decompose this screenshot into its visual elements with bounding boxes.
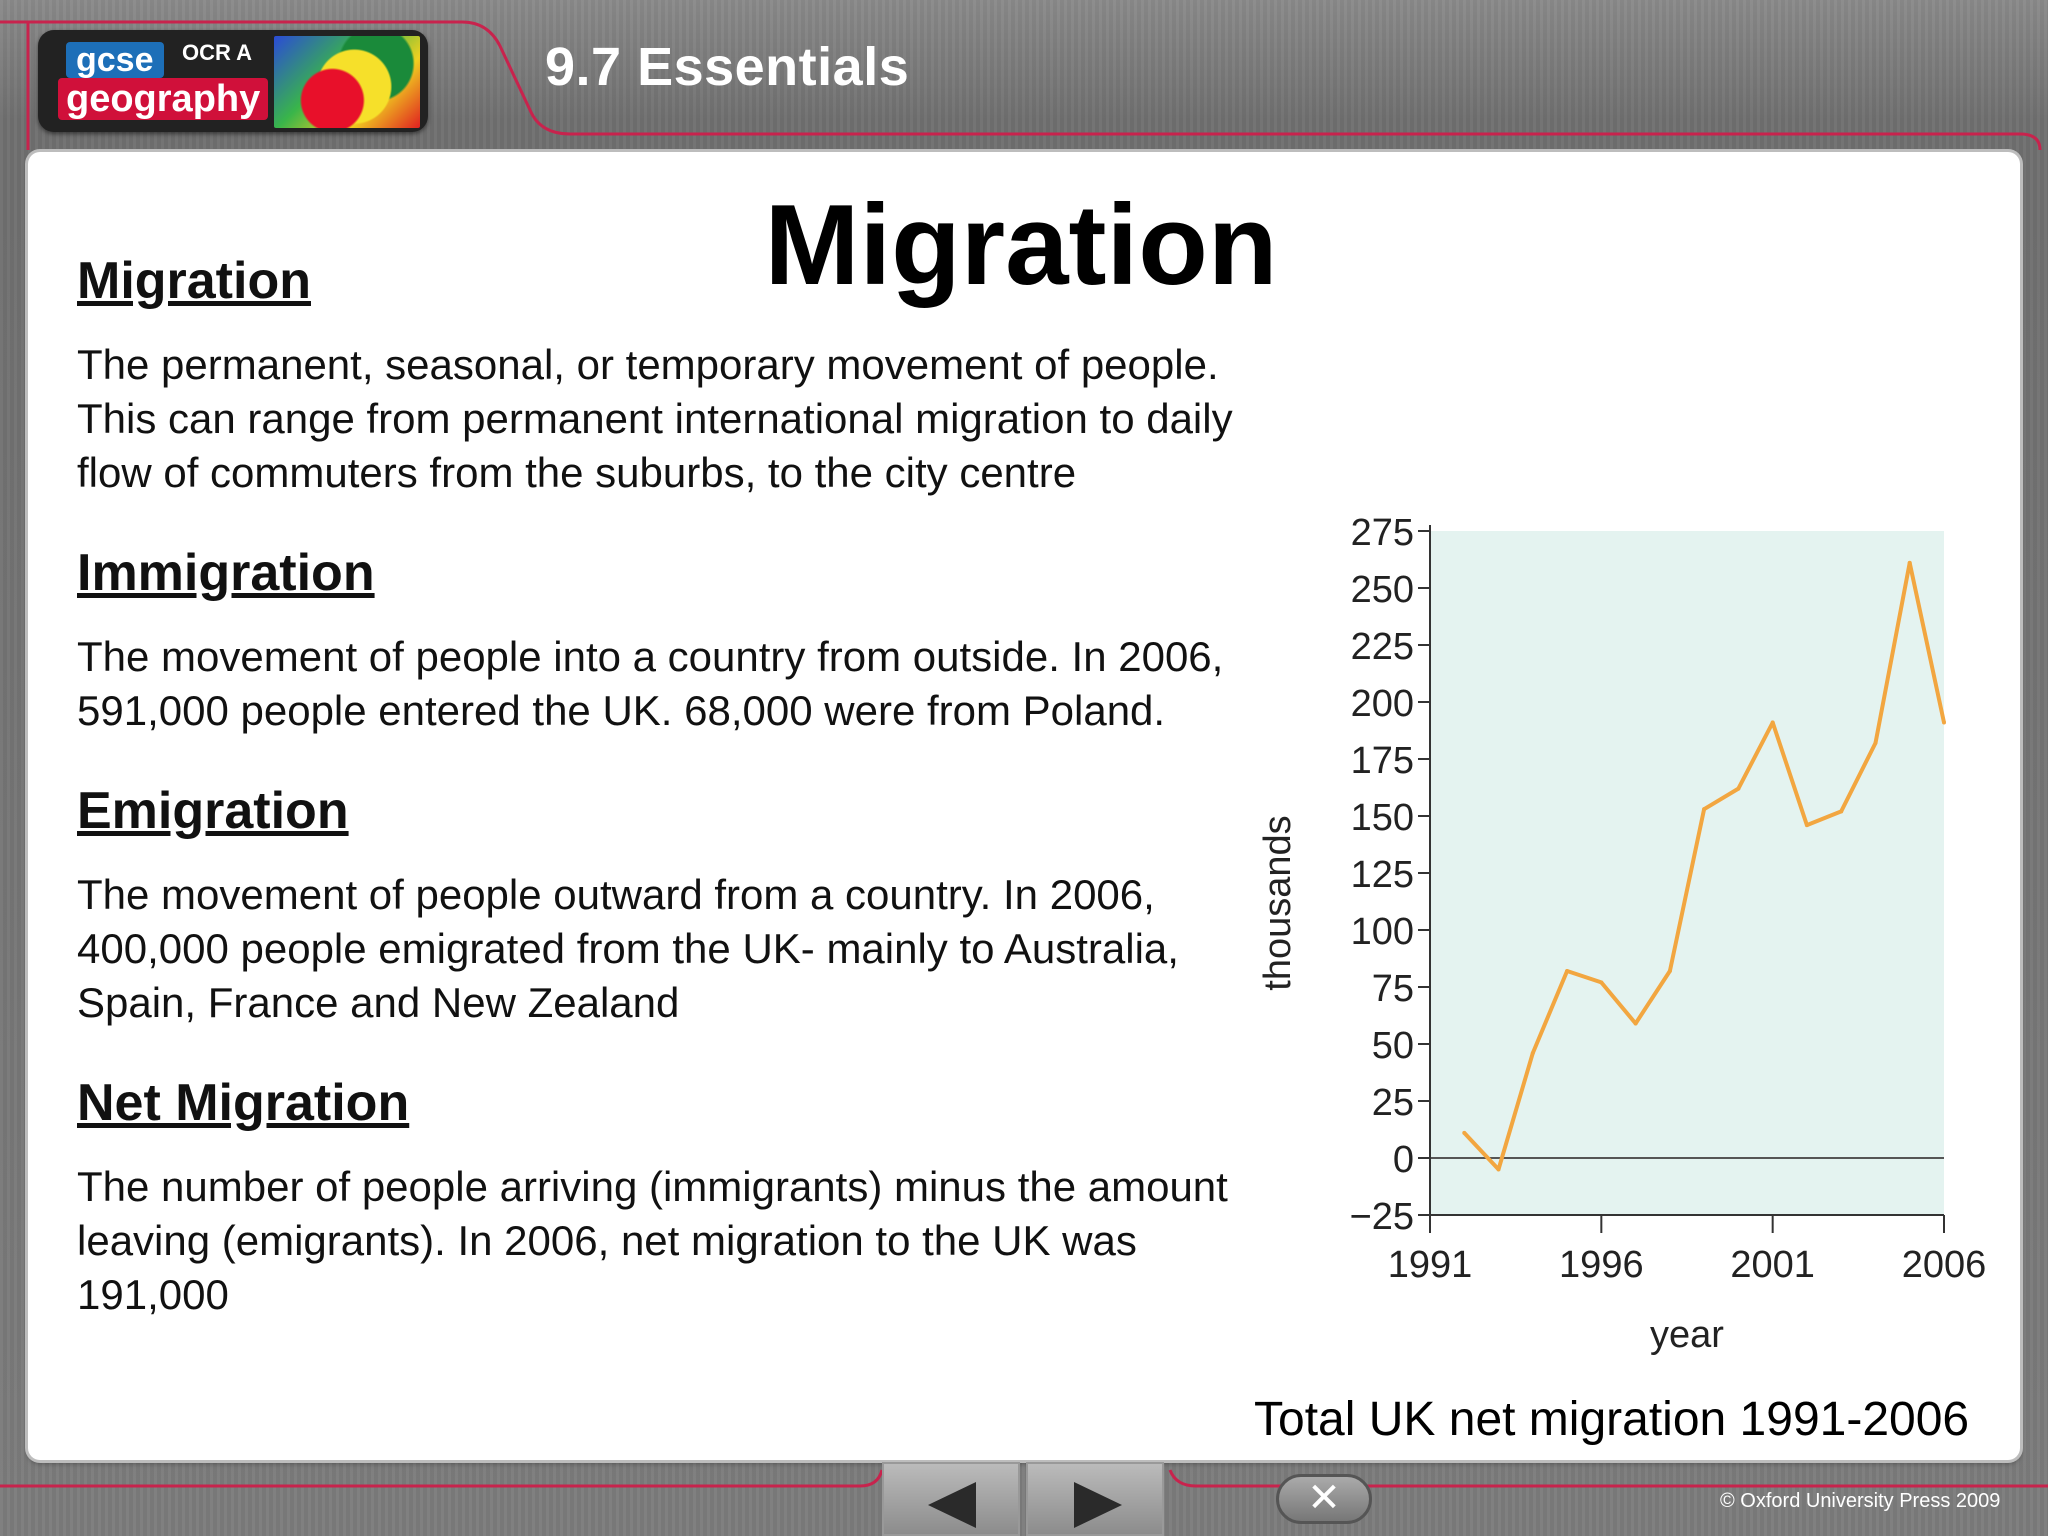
data-point <box>1839 809 1844 814</box>
close-button[interactable]: ✕ <box>1276 1474 1372 1524</box>
prev-slide-button[interactable] <box>882 1462 1020 1536</box>
arrow-left-icon <box>928 1482 976 1528</box>
y-tick-label: 0 <box>1393 1139 1414 1181</box>
data-point <box>1702 807 1707 812</box>
net-migration-chart: −25 0 25 50 75 100 125 150 175 200 225 250 275 1991 19… <box>1257 512 1987 1356</box>
y-tick-label: 200 <box>1351 683 1414 725</box>
x-tick-label: 1991 <box>1388 1244 1473 1286</box>
y-tick-label: 25 <box>1372 1082 1414 1124</box>
text-emigration: The movement of people outward from a co… <box>77 871 1179 1026</box>
x-tick-label: 1996 <box>1559 1244 1644 1286</box>
y-tick-label: 250 <box>1351 569 1414 611</box>
data-point <box>1530 1051 1535 1056</box>
footer-bar <box>0 1469 2048 1488</box>
data-point <box>1907 560 1912 565</box>
section-title: 9.7 Essentials <box>545 37 910 97</box>
y-tick-label: 75 <box>1372 968 1414 1010</box>
data-point <box>1496 1167 1501 1172</box>
y-tick-label: 100 <box>1351 911 1414 953</box>
y-tick-label: 275 <box>1351 512 1414 554</box>
text-migration: The permanent, seasonal, or temporary mo… <box>77 341 1233 496</box>
data-point <box>1599 980 1604 985</box>
chart-caption: Total UK net migration 1991-2006 <box>1254 1393 1970 1446</box>
data-point <box>1462 1130 1467 1135</box>
page-title: Migration <box>764 182 1278 309</box>
x-axis-label: year <box>1650 1314 1724 1356</box>
gcse-geography-logo: gcse OCR A geography <box>38 30 428 132</box>
y-axis-label: thousands <box>1257 815 1299 990</box>
data-point <box>1565 969 1570 974</box>
data-point <box>1736 786 1741 791</box>
y-tick-label: 125 <box>1351 854 1414 896</box>
text-net-migration: The number of people arriving (immigrant… <box>77 1163 1228 1318</box>
heading-migration: Migration <box>77 252 311 310</box>
close-icon: ✕ <box>1307 1476 1341 1520</box>
heading-immigration: Immigration <box>77 544 375 602</box>
heading-emigration: Emigration <box>77 782 349 840</box>
data-point <box>1667 969 1672 974</box>
plot-area <box>1430 531 1944 1215</box>
data-point <box>1942 720 1946 725</box>
arrow-right-icon <box>1074 1482 1122 1528</box>
logo-gcse-text: gcse <box>66 42 164 78</box>
definitions-column: Migration The permanent, seasonal, or te… <box>77 250 1267 1364</box>
heading-net-migration: Net Migration <box>77 1074 410 1132</box>
y-tick-label: 225 <box>1351 626 1414 668</box>
x-tick-label: 2006 <box>1902 1244 1987 1286</box>
y-tick-label: −25 <box>1350 1196 1414 1238</box>
data-point <box>1804 823 1809 828</box>
data-point <box>1770 720 1775 725</box>
x-tick-label: 2001 <box>1730 1244 1815 1286</box>
data-point <box>1633 1021 1638 1026</box>
logo-exam-board: OCR A <box>182 40 253 65</box>
y-tick-label: 175 <box>1351 740 1414 782</box>
data-point <box>1873 741 1878 746</box>
y-tick-label: 50 <box>1372 1025 1414 1067</box>
next-slide-button[interactable] <box>1026 1462 1164 1536</box>
logo-geography-text: geography <box>58 78 269 120</box>
header-accent-line <box>0 20 2042 151</box>
y-tick-label: 150 <box>1351 797 1414 839</box>
text-immigration: The movement of people into a country fr… <box>77 633 1224 734</box>
copyright-notice: © Oxford University Press 2009 <box>1720 1490 2001 1512</box>
logo-map-image <box>274 36 420 128</box>
